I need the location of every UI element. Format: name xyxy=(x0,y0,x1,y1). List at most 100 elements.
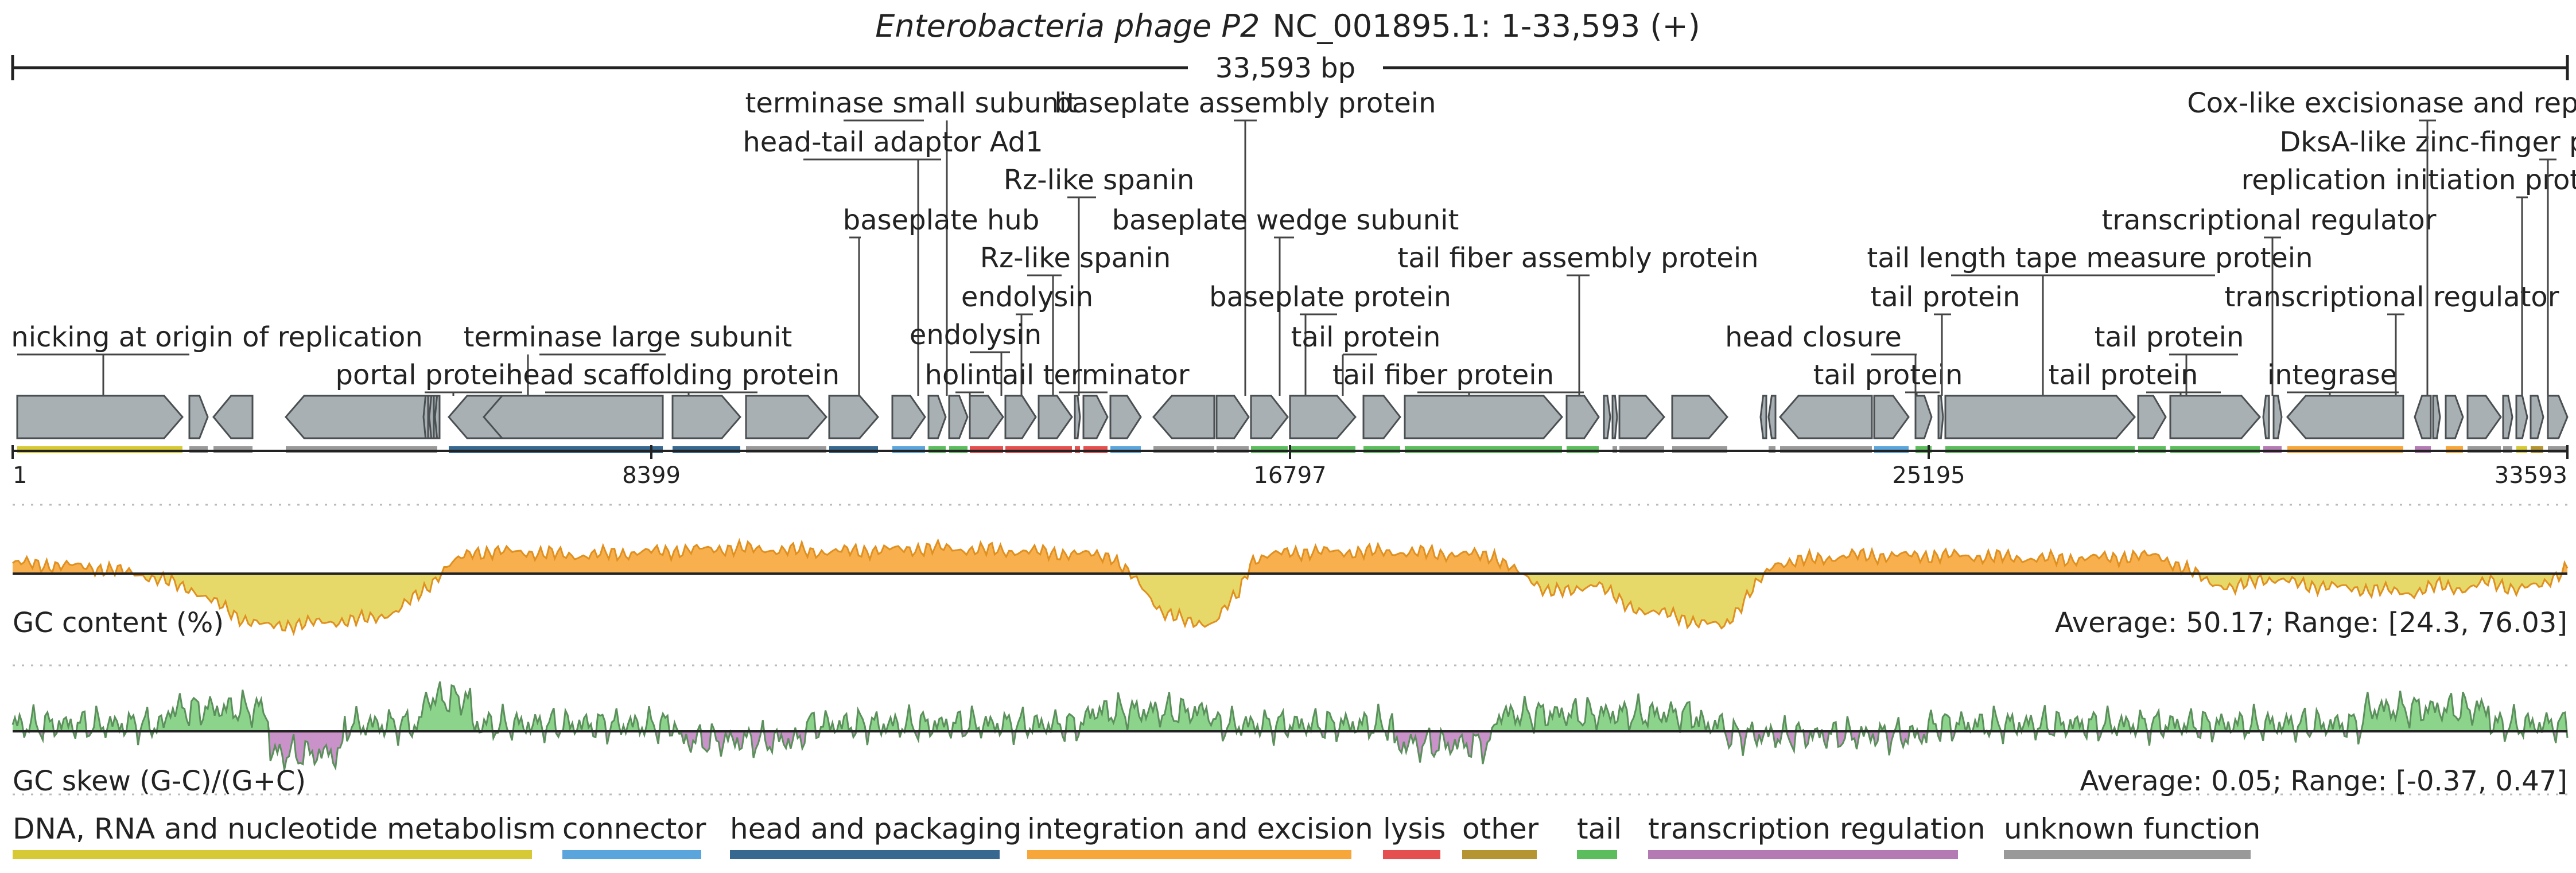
figure-title: Enterobacteria phage P2 NC_001895.1: 1-33… xyxy=(875,8,1700,44)
gc-skew-area-negative xyxy=(13,731,2567,770)
gene-arrow[interactable] xyxy=(1611,395,1618,439)
gene-arrow[interactable] xyxy=(2502,395,2513,439)
gene-arrow[interactable] xyxy=(1873,395,1910,439)
gene-arrow[interactable] xyxy=(16,395,184,439)
legend-swatch xyxy=(730,850,1000,859)
gene-label: replication initiation protein xyxy=(2241,164,2576,196)
gc-skew-line xyxy=(11,681,2569,771)
gene-arrow[interactable] xyxy=(2530,395,2544,439)
gene-label: portal protein xyxy=(335,359,523,391)
gene-arrow[interactable] xyxy=(1603,395,1611,439)
gene-arrow[interactable] xyxy=(2466,395,2502,439)
gene-arrow[interactable] xyxy=(2272,395,2283,439)
gene-label: endolysin xyxy=(961,281,1093,313)
gene-arrow[interactable] xyxy=(1759,395,1767,439)
gene-arrow[interactable] xyxy=(2547,395,2569,439)
ruler-tick-label: 33593 xyxy=(2495,462,2567,489)
gene-arrow[interactable] xyxy=(1362,395,1401,439)
gene-arrow[interactable] xyxy=(948,395,969,439)
genome-ruler: 1 8399 16797 25195 33593 xyxy=(11,445,2569,489)
gc-content-area-below xyxy=(13,574,2567,634)
gene-arrow[interactable] xyxy=(745,395,827,439)
gene-label: tail fiber assembly protein xyxy=(1397,242,1758,274)
gene-arrow[interactable] xyxy=(1914,395,1933,439)
gene-label: transcriptional regulator xyxy=(2224,281,2559,313)
legend-label: connector xyxy=(562,812,706,845)
gene-arrow[interactable] xyxy=(285,395,438,439)
gene-label: baseplate assembly protein xyxy=(1054,87,1436,119)
gene-label: transcriptional regulator xyxy=(2101,204,2436,236)
legend-label: lysis xyxy=(1383,812,1446,845)
gene-arrow[interactable] xyxy=(2286,395,2404,439)
gene-arrow[interactable] xyxy=(1779,395,1873,439)
gene-arrow[interactable] xyxy=(927,395,947,439)
gene-arrow[interactable] xyxy=(2445,395,2464,439)
legend-label: unknown function xyxy=(2004,812,2260,845)
gene-arrow[interactable] xyxy=(422,395,429,439)
gene-arrow[interactable] xyxy=(891,395,926,439)
gene-label: endolysin xyxy=(910,319,1042,351)
gc-skew-label: GC skew (G-C)/(G+C) xyxy=(13,765,306,797)
legend-label: transcription regulation xyxy=(1648,812,1986,845)
gene-track xyxy=(16,395,2569,439)
gene-label: terminase small subunit xyxy=(745,87,1078,119)
scale-bar: 33,593 bp xyxy=(11,52,2569,84)
gene-arrow[interactable] xyxy=(1937,395,1944,439)
gene-arrow[interactable] xyxy=(212,395,254,439)
gene-arrow[interactable] xyxy=(1152,395,1215,439)
gene-arrow[interactable] xyxy=(2432,395,2441,439)
gene-arrow[interactable] xyxy=(1671,395,1728,439)
gene-arrow[interactable] xyxy=(1109,395,1142,439)
gene-arrow[interactable] xyxy=(1038,395,1073,439)
gene-arrow[interactable] xyxy=(1250,395,1289,439)
legend-label: DNA, RNA and nucleotide metabolism xyxy=(13,812,556,845)
gene-label: tail protein xyxy=(2095,321,2244,353)
legend-label: integration and excision xyxy=(1027,812,1373,845)
legend-swatch xyxy=(1648,850,1958,859)
gene-arrow[interactable] xyxy=(2262,395,2270,439)
gene-label: Rz-like spanin xyxy=(1004,164,1194,196)
gene-arrow[interactable] xyxy=(969,395,1004,439)
gene-arrow[interactable] xyxy=(1082,395,1109,439)
legend-swatch xyxy=(1383,850,1440,859)
legend-label: head and packaging xyxy=(730,812,1021,845)
gene-arrow[interactable] xyxy=(1767,395,1777,439)
gene-arrow[interactable] xyxy=(828,395,879,439)
gene-label: tail length tape measure protein xyxy=(1867,242,2313,274)
gene-arrow[interactable] xyxy=(483,395,664,439)
gene-arrow[interactable] xyxy=(188,395,209,439)
gene-arrow[interactable] xyxy=(1404,395,1563,439)
ruler-tick-label: 25195 xyxy=(1892,462,1965,489)
scale-bar-label: 33,593 bp xyxy=(1215,52,1355,84)
gene-label: terminase large subunit xyxy=(464,321,792,353)
legend-swatch xyxy=(1027,850,1351,859)
gene-arrow[interactable] xyxy=(1004,395,1037,439)
gene-label: head scaffolding protein xyxy=(506,359,840,391)
gene-label: tail protein xyxy=(1291,321,1441,353)
gene-arrow[interactable] xyxy=(1944,395,2136,439)
gc-content-label: GC content (%) xyxy=(13,607,224,639)
title-organism: Enterobacteria phage P2 xyxy=(875,8,1260,44)
gene-label: Rz-like spanin xyxy=(980,242,1171,274)
gene-arrow[interactable] xyxy=(2414,395,2432,439)
gene-arrow[interactable] xyxy=(671,395,741,439)
gene-arrow[interactable] xyxy=(428,395,435,439)
legend-swatch xyxy=(2004,850,2251,859)
gene-arrow[interactable] xyxy=(1565,395,1600,439)
gene-arrow[interactable] xyxy=(1618,395,1665,439)
gene-arrow[interactable] xyxy=(2137,395,2167,439)
ruler-tick-label: 16797 xyxy=(1253,462,1326,489)
gene-label: tail protein xyxy=(1813,359,1963,391)
gene-arrow[interactable] xyxy=(1074,395,1081,439)
gene-arrow[interactable] xyxy=(1215,395,1250,439)
gene-arrow[interactable] xyxy=(434,395,441,439)
gene-arrow[interactable] xyxy=(2515,395,2528,439)
gc-content-line xyxy=(12,537,2569,637)
function-legend: DNA, RNA and nucleotide metabolism connec… xyxy=(13,812,2260,859)
gene-arrow[interactable] xyxy=(1289,395,1357,439)
gene-label: tail fiber protein xyxy=(1332,359,1554,391)
legend-swatch xyxy=(13,850,532,859)
legend-label: tail xyxy=(1577,812,1622,845)
legend-label: other xyxy=(1462,812,1539,845)
gene-arrow[interactable] xyxy=(2169,395,2261,439)
